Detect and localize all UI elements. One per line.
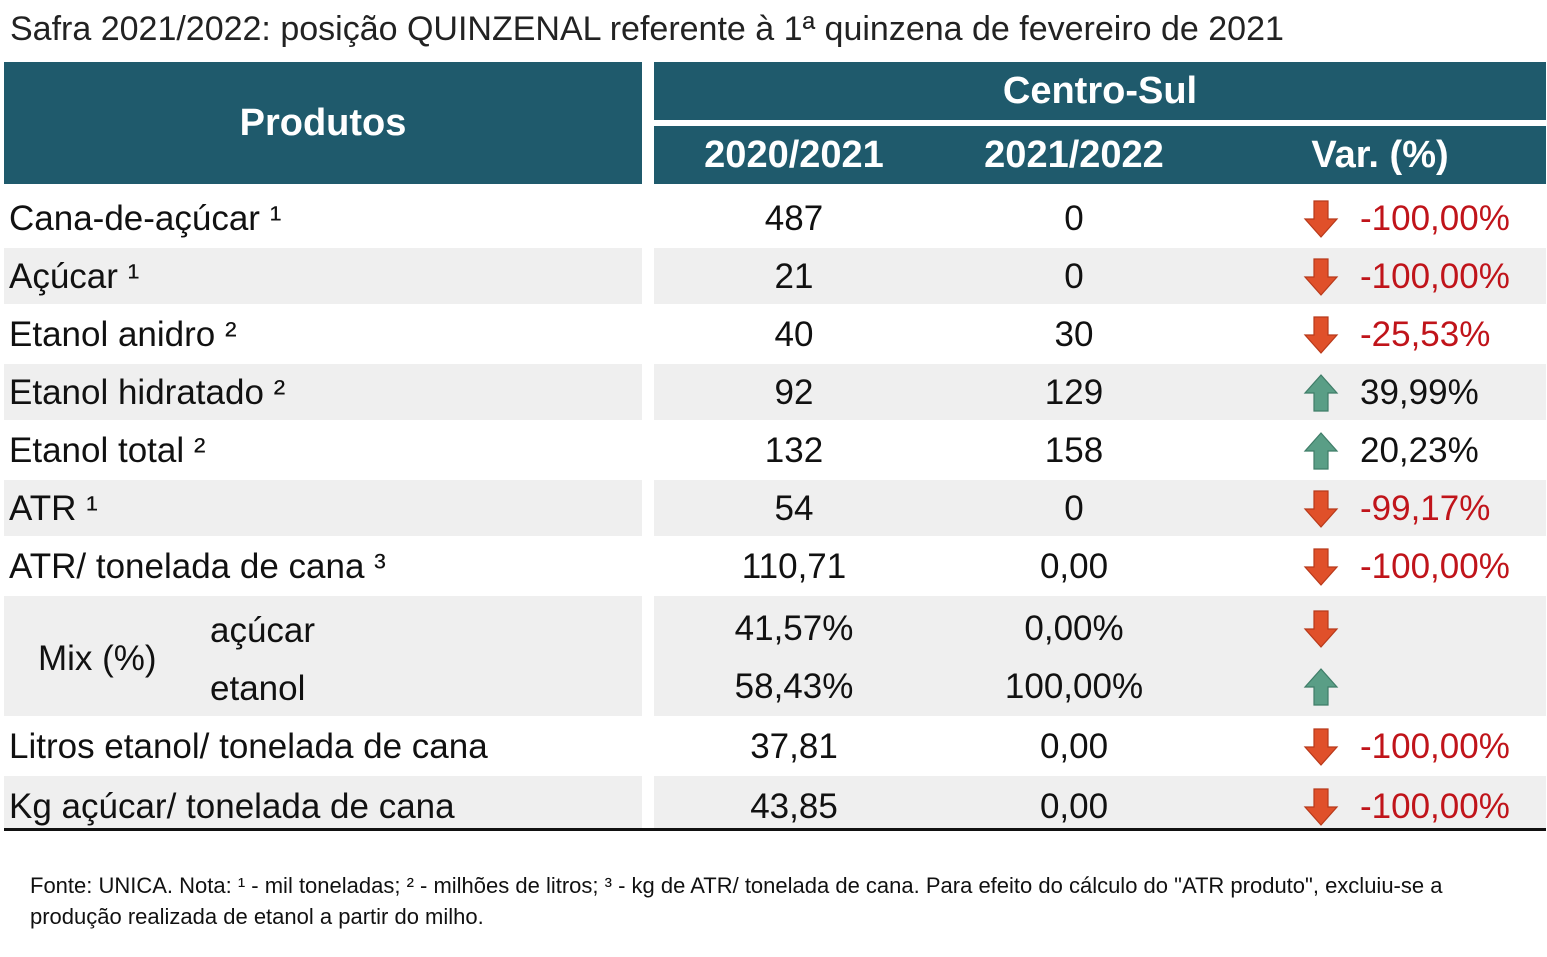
row-prev: 21: [774, 257, 814, 296]
row-curr: 0,00: [1039, 727, 1109, 766]
row-prev: 40: [774, 315, 814, 354]
row-curr: 30: [1054, 315, 1094, 354]
row-var: -100,00%: [1360, 547, 1510, 586]
row-curr: 129: [1044, 373, 1104, 412]
table-row: Litros etanol/ tonelada de cana 37,81 0,…: [0, 718, 1547, 776]
header-col-prev: 2020/2021: [654, 126, 934, 184]
row-var: 39,99%: [1360, 373, 1479, 412]
table-bottom-rule: [4, 828, 1546, 831]
arrow-up-icon: [1303, 668, 1339, 706]
row-prev: 132: [764, 431, 824, 470]
mix-etanol-curr: 100,00%: [1004, 667, 1144, 706]
mix-etanol-prev: 58,43%: [734, 667, 854, 706]
table-row: ATR ¹ 54 0 -99,17%: [0, 480, 1547, 538]
row-prev: 487: [764, 199, 824, 238]
mix-etanol-label: etanol: [210, 669, 306, 708]
row-label: Litros etanol/ tonelada de cana: [9, 727, 488, 766]
table-row: Etanol total ² 132 158 20,23%: [0, 422, 1547, 480]
mix-label: Mix (%): [38, 639, 157, 678]
arrow-down-icon: [1303, 258, 1339, 296]
row-prev: 43,85: [750, 787, 838, 826]
arrow-down-icon: [1303, 610, 1339, 648]
row-var: -100,00%: [1360, 199, 1510, 238]
row-var: -99,17%: [1360, 489, 1491, 528]
row-curr: 0: [1064, 489, 1084, 528]
row-label: ATR ¹: [9, 489, 98, 528]
row-curr: 0: [1064, 257, 1084, 296]
header-col-curr: 2021/2022: [934, 126, 1214, 184]
footnote: Fonte: UNICA. Nota: ¹ - mil toneladas; ²…: [30, 873, 1443, 929]
row-label: Kg açúcar/ tonelada de cana: [9, 787, 455, 826]
row-label: Açúcar ¹: [9, 257, 140, 296]
arrow-down-icon: [1303, 788, 1339, 826]
mix-acucar-curr: 0,00%: [1024, 609, 1124, 648]
header-produtos: Produtos: [4, 62, 642, 184]
row-prev: 54: [774, 489, 814, 528]
mix-acucar-label: açúcar: [210, 611, 316, 650]
row-label: Cana-de-açúcar ¹: [9, 199, 282, 238]
mix-row: Mix (%) açúcar 41,57% 0,00% etanol 58,43…: [0, 596, 1547, 718]
row-curr: 158: [1044, 431, 1104, 470]
row-label: Etanol hidratado ²: [9, 373, 286, 412]
row-label: ATR/ tonelada de cana ³: [9, 547, 386, 586]
table-row: Kg açúcar/ tonelada de cana 43,85 0,00 -…: [0, 776, 1547, 830]
arrow-down-icon: [1303, 490, 1339, 528]
row-var: -25,53%: [1360, 315, 1491, 354]
row-var: -100,00%: [1360, 727, 1510, 766]
arrow-down-icon: [1303, 548, 1339, 586]
arrow-up-icon: [1303, 374, 1339, 412]
row-curr: 0,00: [1039, 787, 1109, 826]
row-prev: 92: [774, 373, 814, 412]
header-col-var: Var. (%): [1214, 126, 1546, 184]
table-row: Açúcar ¹ 21 0 -100,00%: [0, 248, 1547, 306]
table-row: ATR/ tonelada de cana ³ 110,71 0,00 -100…: [0, 538, 1547, 596]
arrow-up-icon: [1303, 432, 1339, 470]
table-row: Etanol anidro ² 40 30 -25,53%: [0, 306, 1547, 364]
row-label: Etanol total ²: [9, 431, 206, 470]
page-title: Safra 2021/2022: posição QUINZENAL refer…: [10, 10, 1284, 48]
row-curr: 0,00: [1039, 547, 1109, 586]
row-var: -100,00%: [1360, 257, 1510, 296]
arrow-down-icon: [1303, 316, 1339, 354]
row-var: 20,23%: [1360, 431, 1479, 470]
arrow-down-icon: [1303, 200, 1339, 238]
row-prev: 110,71: [741, 547, 847, 586]
arrow-down-icon: [1303, 728, 1339, 766]
header-region: Centro-Sul: [654, 62, 1546, 120]
table-row: Cana-de-açúcar ¹ 487 0 -100,00%: [0, 190, 1547, 248]
mix-acucar-prev: 41,57%: [734, 609, 854, 648]
row-var: -100,00%: [1360, 787, 1510, 826]
row-label: Etanol anidro ²: [9, 315, 237, 354]
table-row: Etanol hidratado ² 92 129 39,99%: [0, 364, 1547, 422]
row-curr: 0: [1064, 199, 1084, 238]
row-prev: 37,81: [750, 727, 838, 766]
